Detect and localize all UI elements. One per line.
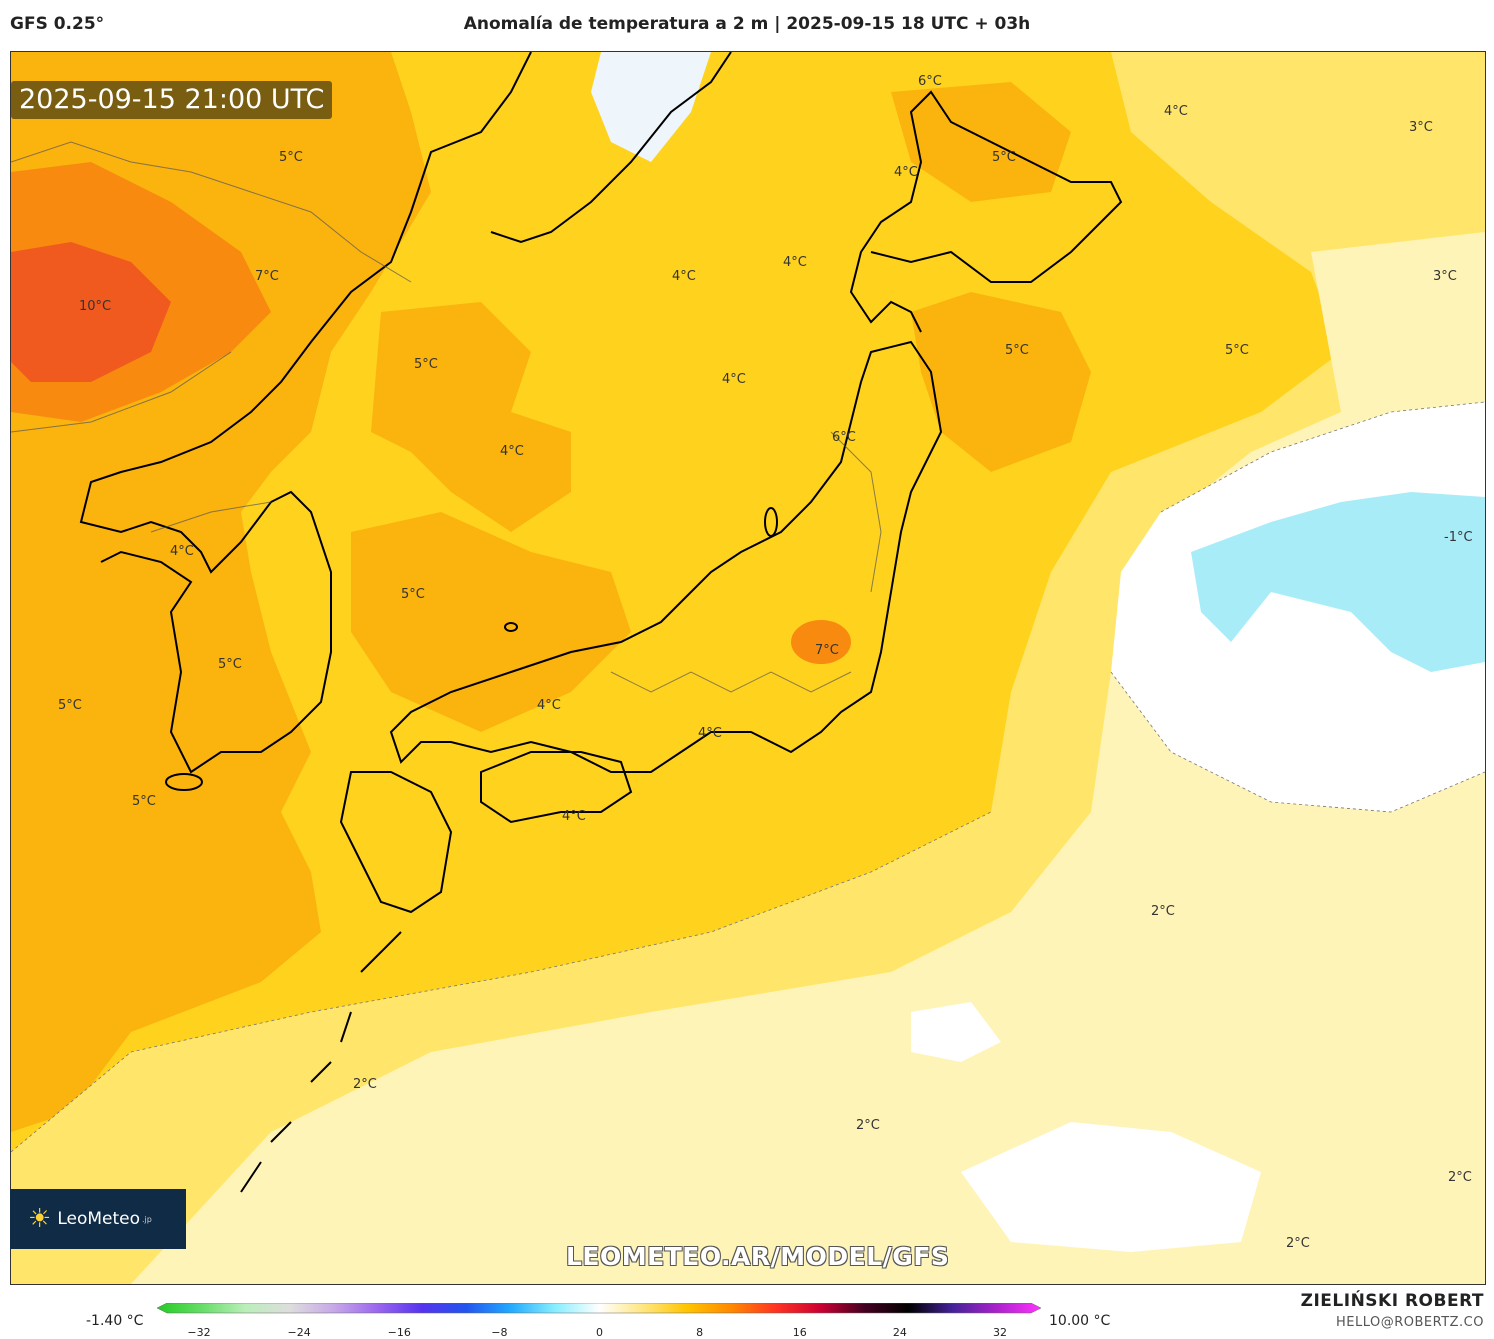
coast-jeju — [165, 773, 203, 791]
colorbar-tick: 8 — [696, 1326, 704, 1339]
contour-label: 2°C — [1151, 904, 1175, 919]
anomaly-region-0c-south2 — [911, 1002, 1001, 1062]
coast-islet — [504, 622, 518, 632]
contour-label: 5°C — [279, 150, 303, 165]
contour-label: 5°C — [414, 357, 438, 372]
sun-icon: ☀ — [28, 1204, 52, 1234]
borders — [11, 141, 882, 693]
coastlines — [79, 52, 1123, 1193]
colorbar-tick: −24 — [287, 1326, 311, 1339]
model-label: GFS 0.25° — [10, 14, 105, 34]
anomaly-region-5c-korea-sea — [371, 302, 571, 532]
author-name: ZIELIŃSKI ROBERT — [1300, 1291, 1484, 1311]
contour-label: 4°C — [537, 698, 561, 713]
valid-time-badge: 2025-09-15 21:00 UTC — [11, 81, 333, 119]
colorbar-tick: 16 — [792, 1326, 807, 1339]
colorbar-tick: −32 — [187, 1326, 211, 1339]
coast-sado — [764, 507, 778, 537]
colorbar-gradient — [157, 1303, 1041, 1314]
contour-label: 4°C — [698, 726, 722, 741]
anomaly-region-2c — [131, 232, 1485, 1284]
contour-label: 4°C — [170, 544, 194, 559]
coast-mainland — [79, 52, 532, 774]
colorbar — [157, 1303, 1041, 1314]
contour-label: 5°C — [1005, 343, 1029, 358]
contour-label: 6°C — [918, 74, 942, 89]
logo-text: LeoMeteo — [57, 1209, 140, 1229]
contour-label: 4°C — [783, 255, 807, 270]
coast-ryukyu — [240, 931, 402, 1193]
contour-label: 4°C — [500, 444, 524, 459]
contour-label: 5°C — [218, 657, 242, 672]
contour-label: 7°C — [815, 643, 839, 658]
temperature-anomaly-map[interactable]: 2025-09-15 21:00 UTC 5°C 7°C 10°C 5°C 4°… — [10, 51, 1486, 1285]
contour-label: 2°C — [1286, 1236, 1310, 1251]
colorbar-tick: 24 — [892, 1326, 907, 1339]
contour-label: 5°C — [132, 794, 156, 809]
contour-label: 3°C — [1433, 269, 1457, 284]
coast-sakhalin — [490, 52, 732, 244]
legend-min-label: -1.40 °C — [86, 1313, 144, 1329]
contour-label: 6°C — [832, 430, 856, 445]
coast-hokkaido — [849, 90, 1123, 333]
anomaly-region-neg1c — [1191, 492, 1485, 672]
colorbar-tick: −8 — [491, 1326, 508, 1339]
contours — [11, 401, 1485, 1153]
contour-label: 2°C — [353, 1077, 377, 1092]
author-email[interactable]: HELLO@ROBERTZ.CO — [1335, 1315, 1484, 1330]
coast-shikoku — [480, 751, 633, 824]
colorbar-tick: 32 — [993, 1326, 1007, 1339]
anomaly-region-5c-east — [911, 292, 1091, 472]
colorbar-tick: −16 — [387, 1326, 411, 1339]
contour-label: 5°C — [58, 698, 82, 713]
contour-label: 5°C — [401, 587, 425, 602]
watermark-url: LEOMETEO.AR/MODEL/GFS — [566, 1242, 950, 1271]
contour-label: 4°C — [894, 165, 918, 180]
contour-label: 2°C — [1448, 1170, 1472, 1185]
contour-label: 4°C — [1164, 104, 1188, 119]
contour-label: 10°C — [79, 299, 112, 314]
contour-label: 4°C — [562, 809, 586, 824]
anomaly-region-5c-north — [891, 82, 1071, 202]
contour-label: 4°C — [672, 269, 696, 284]
colorbar-tick: 0 — [596, 1326, 603, 1339]
contour-label: 5°C — [992, 150, 1016, 165]
anomaly-region-0c-north — [591, 52, 711, 162]
contour-label: 7°C — [255, 269, 279, 284]
anomaly-region-5c-mid — [351, 512, 631, 732]
leometeo-logo[interactable]: ☀ LeoMeteo .jp — [10, 1189, 186, 1249]
contour-label: 4°C — [722, 372, 746, 387]
contour-label: 3°C — [1409, 120, 1433, 135]
coast-kyushu — [339, 771, 453, 914]
anomaly-region-10c — [11, 242, 171, 382]
anomaly-region-7c-kanto — [791, 620, 851, 664]
anomaly-region-0c-south — [961, 1122, 1261, 1252]
contour-label: 2°C — [856, 1118, 880, 1133]
map-title: Anomalía de temperatura a 2 m | 2025-09-… — [463, 14, 1031, 34]
contour-label: 5°C — [1225, 343, 1249, 358]
coast-honshu — [389, 340, 943, 773]
legend-max-label: 10.00 °C — [1049, 1313, 1111, 1329]
contour-label: -1°C — [1444, 530, 1473, 545]
map-canvas — [11, 52, 1485, 1284]
logo-suffix: .jp — [142, 1214, 152, 1224]
